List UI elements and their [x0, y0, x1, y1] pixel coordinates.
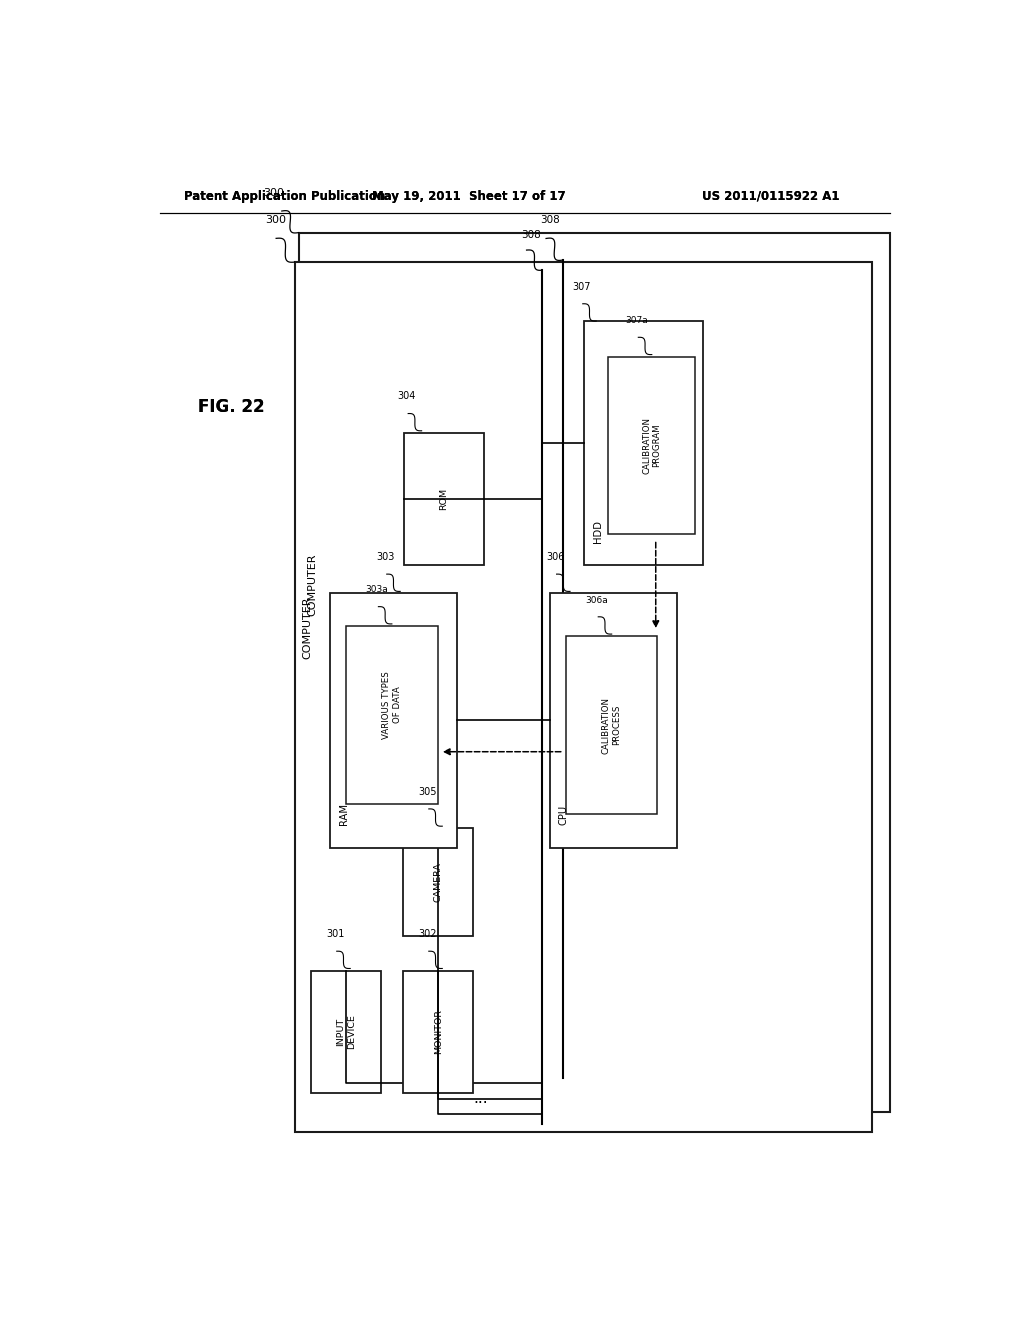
- Text: 306a: 306a: [586, 595, 608, 605]
- Bar: [311, 970, 381, 1093]
- Text: 306: 306: [546, 552, 564, 562]
- Text: US 2011/0115922 A1: US 2011/0115922 A1: [702, 190, 840, 202]
- Text: 305: 305: [418, 787, 436, 797]
- Text: 308: 308: [540, 215, 560, 226]
- Text: 303: 303: [376, 552, 394, 562]
- Text: INPUT
DEVICE: INPUT DEVICE: [337, 1015, 356, 1049]
- Text: COMPUTER: COMPUTER: [302, 597, 312, 659]
- Bar: [331, 594, 458, 847]
- Text: 307a: 307a: [626, 315, 648, 325]
- Text: May 19, 2011  Sheet 17 of 17: May 19, 2011 Sheet 17 of 17: [373, 190, 566, 202]
- Bar: [299, 232, 890, 1111]
- Text: ...: ...: [474, 1092, 488, 1106]
- Text: US 2011/0115922 A1: US 2011/0115922 A1: [702, 190, 840, 202]
- Text: HDD: HDD: [593, 520, 603, 543]
- Text: Patent Application Publication: Patent Application Publication: [183, 190, 385, 202]
- Text: CPU: CPU: [559, 805, 568, 825]
- Text: CALIBRATION
PROGRAM: CALIBRATION PROGRAM: [642, 417, 662, 474]
- Bar: [585, 321, 703, 565]
- Text: Patent Application Publication: Patent Application Publication: [183, 190, 385, 202]
- Text: COMPUTER: COMPUTER: [307, 553, 317, 615]
- Text: 302: 302: [418, 929, 436, 939]
- Text: 303a: 303a: [366, 586, 388, 594]
- Text: FIG. 22: FIG. 22: [198, 399, 264, 416]
- Text: 307: 307: [572, 281, 591, 292]
- Text: CAMERA: CAMERA: [434, 862, 442, 902]
- Text: ROM: ROM: [439, 488, 449, 510]
- Bar: [346, 626, 437, 804]
- Text: VARIOUS TYPES
OF DATA: VARIOUS TYPES OF DATA: [382, 671, 401, 739]
- Text: RAM: RAM: [339, 803, 349, 825]
- Bar: [403, 970, 473, 1093]
- Text: 308: 308: [521, 230, 541, 240]
- Text: FIG. 22: FIG. 22: [198, 399, 264, 416]
- Bar: [403, 828, 473, 936]
- Text: 301: 301: [327, 929, 345, 939]
- Bar: [295, 263, 872, 1133]
- Text: 304: 304: [397, 391, 416, 401]
- Bar: [566, 636, 657, 814]
- Bar: [550, 594, 677, 847]
- Bar: [404, 433, 483, 565]
- Text: May 19, 2011  Sheet 17 of 17: May 19, 2011 Sheet 17 of 17: [373, 190, 566, 202]
- Text: 300: 300: [263, 187, 285, 198]
- Text: 300: 300: [265, 215, 287, 226]
- Text: MONITOR: MONITOR: [434, 1010, 442, 1055]
- Text: CALIBRATION
PROCESS: CALIBRATION PROCESS: [602, 697, 622, 754]
- Bar: [608, 356, 695, 535]
